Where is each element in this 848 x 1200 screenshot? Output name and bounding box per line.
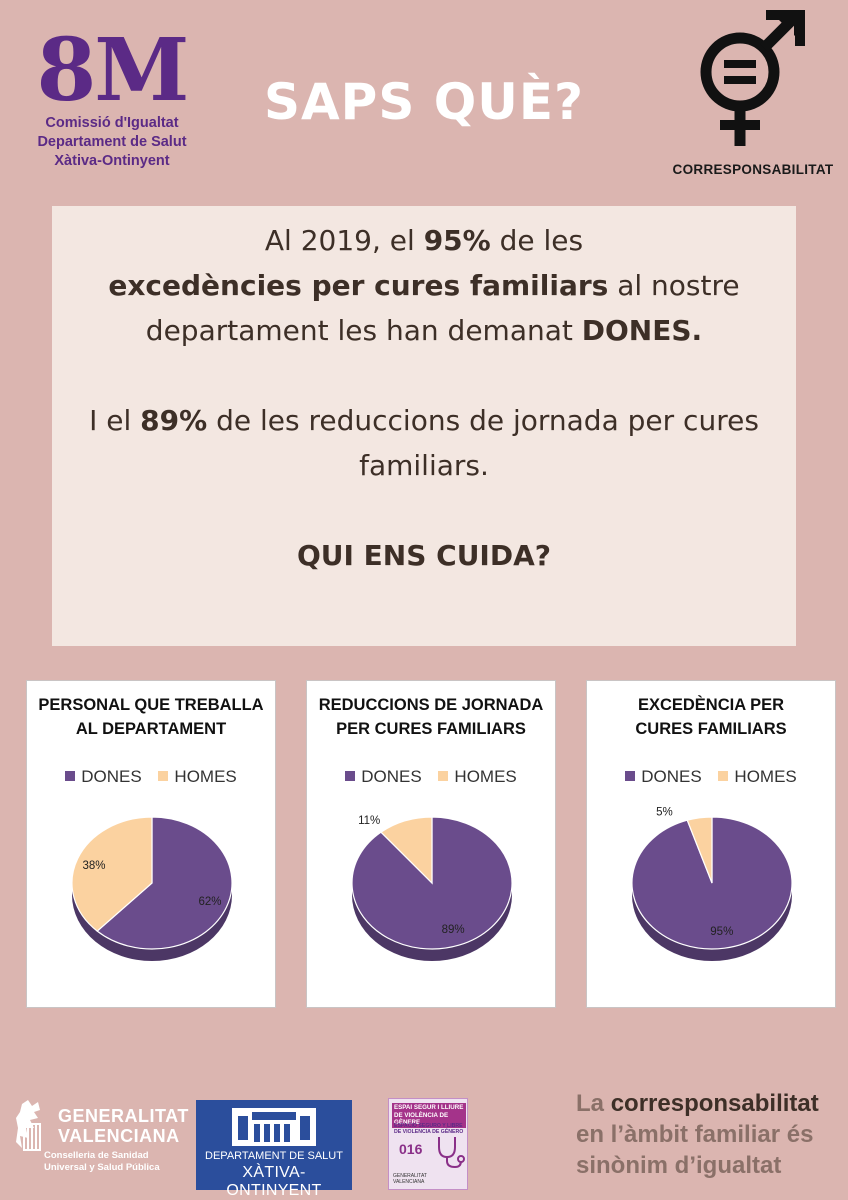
logo-8m-mark: 8M: [36, 20, 189, 121]
info-question: QUI ENS CUIDA?: [52, 533, 796, 578]
logo-line-3: Xàtiva-Ontinyent: [54, 153, 170, 169]
generalitat-subtitle: Conselleria de Sanidad Universal y Salud…: [44, 1150, 194, 1174]
departament-line-1: DEPARTAMENT DE SALUT: [205, 1150, 343, 1162]
legend-item-homes: HOMES: [718, 767, 797, 786]
info-highlight: 89%: [140, 404, 208, 437]
generalitat-subtitle-line: Conselleria de Sanidad: [44, 1150, 149, 1161]
espai-segur-footer: GENERALITAT VALENCIANA: [393, 1173, 427, 1185]
espai-segur-subtitle: ESPACIO SEGURO Y LIBRE DE VIOLENCIA DE G…: [394, 1123, 464, 1136]
pie-label: 89%: [442, 924, 465, 936]
pie-slice-homes: [380, 816, 433, 885]
legend-item-dones: DONES: [345, 767, 422, 786]
pie-slice-homes: [71, 816, 153, 932]
info-highlight: DONES.: [581, 314, 703, 347]
helpline-number: 016: [399, 1141, 423, 1157]
info-highlight: excedències per cures familiars: [108, 269, 609, 302]
info-highlight: 95%: [423, 224, 491, 257]
legend-swatch-homes: [158, 771, 169, 781]
espai-segur-footer-line: GENERALITAT: [393, 1173, 427, 1179]
espai-segur-title: ESPAI SEGUR I LLIURE DE VIOLÈNCIA DE GÈN…: [392, 1103, 466, 1128]
page-title: SAPS QUÈ?: [263, 73, 585, 131]
chart-legend: DONES HOMES: [587, 767, 835, 787]
departament-line-2: XÀTIVA-ONTINYENT: [226, 1164, 322, 1199]
info-paragraph-2: I el 89% de les reduccions de jornada pe…: [52, 398, 796, 488]
info-box: Al 2019, el 95% de les excedències per c…: [52, 206, 796, 646]
espai-segur-footer-line: VALENCIANA: [393, 1179, 425, 1185]
info-text: Al 2019, el: [264, 224, 424, 257]
generalitat-logo: GENERALITAT VALENCIANA Conselleria de Sa…: [14, 1098, 188, 1178]
gender-equality-icon: [700, 10, 805, 146]
tagline-text: en l’àmbit familiar és sinònim d’igualta…: [576, 1121, 814, 1179]
pie-chart: 62% 38%: [71, 816, 233, 961]
pie-label: 5%: [656, 806, 673, 818]
info-text: de les: [490, 224, 584, 257]
legend-swatch-homes: [438, 771, 449, 781]
legend-label: DONES: [361, 767, 422, 786]
generalitat-name: GENERALITAT VALENCIANA: [58, 1106, 189, 1146]
chart-title-line: EXCEDÈNCIA PER: [637, 696, 785, 714]
generalitat-crest-icon: [16, 1100, 41, 1151]
generalitat-subtitle-line: Universal y Salud Pública: [44, 1162, 160, 1173]
chart-title-line: REDUCCIONS DE JORNADA: [318, 696, 544, 714]
tagline-text: La: [576, 1090, 611, 1117]
pie-chart: 89% 11%: [351, 815, 513, 961]
pie-slice-dones: [96, 816, 233, 950]
chart-personal: PERSONAL QUE TREBALLA AL DEPARTAMENT DON…: [26, 680, 276, 1008]
logo-line-1: Comissió d'Igualtat: [45, 115, 179, 131]
legend-label: DONES: [641, 767, 702, 786]
legend-swatch-homes: [718, 771, 729, 781]
chart-title-line: AL DEPARTAMENT: [75, 720, 227, 738]
legend-item-dones: DONES: [625, 767, 702, 786]
legend-label: HOMES: [174, 767, 237, 786]
legend-item-homes: HOMES: [438, 767, 517, 786]
pie-chart: 95% 5%: [631, 806, 793, 961]
info-paragraph-1: Al 2019, el 95% de les excedències per c…: [52, 218, 796, 353]
departament-logo: DEPARTAMENT DE SALUT XÀTIVA-ONTINYENT: [196, 1100, 352, 1199]
chart-title: REDUCCIONS DE JORNADA PER CURES FAMILIAR…: [307, 693, 555, 741]
logo-line-2: Departament de Salut: [37, 134, 187, 150]
stethoscope-icon: [438, 1137, 465, 1169]
chart-title: PERSONAL QUE TREBALLA AL DEPARTAMENT: [27, 693, 275, 741]
legend-label: HOMES: [454, 767, 517, 786]
legend-item-homes: HOMES: [158, 767, 237, 786]
chart-title-line: PER CURES FAMILIARS: [336, 720, 526, 738]
chart-title-line: CURES FAMILIARS: [635, 720, 787, 738]
info-highlight: QUI ENS CUIDA?: [296, 539, 552, 572]
espai-segur-badge: ESPAI SEGUR I LLIURE DE VIOLÈNCIA DE GÈN…: [388, 1098, 468, 1190]
chart-excedencia: EXCEDÈNCIA PER CURES FAMILIARS DONES HOM…: [586, 680, 836, 1008]
legend-swatch-dones: [65, 771, 76, 781]
chart-reduccions: REDUCCIONS DE JORNADA PER CURES FAMILIAR…: [306, 680, 556, 1008]
chart-title-line: PERSONAL QUE TREBALLA: [38, 696, 264, 714]
pie-label: 38%: [82, 860, 105, 872]
chart-title: EXCEDÈNCIA PER CURES FAMILIARS: [587, 693, 835, 741]
legend-item-dones: DONES: [65, 767, 142, 786]
info-text: de les reduccions de jornada per cures f…: [207, 404, 759, 482]
generalitat-name-line: VALENCIANA: [58, 1126, 180, 1146]
chart-legend: DONES HOMES: [27, 767, 275, 787]
logo-8m: 8M Comissió d'Igualtat Departament de Sa…: [14, 28, 210, 171]
pie-label: 95%: [710, 926, 733, 938]
pie-label: 62%: [198, 896, 221, 908]
pie-slice-homes: [686, 816, 713, 884]
symbol-label: CORRESPONSABILITAT: [672, 162, 834, 177]
info-text: I el: [89, 404, 141, 437]
info-text: al nostre departament les han demanat: [145, 269, 740, 347]
pie-label: 11%: [358, 815, 380, 827]
legend-swatch-dones: [625, 771, 636, 781]
legend-swatch-dones: [345, 771, 356, 781]
building-icon: [232, 1108, 316, 1146]
legend-label: DONES: [81, 767, 142, 786]
legend-label: HOMES: [734, 767, 797, 786]
tagline-highlight: corresponsabilitat: [610, 1090, 819, 1117]
chart-legend: DONES HOMES: [307, 767, 555, 787]
tagline: La corresponsabilitat en l’àmbit familia…: [576, 1088, 838, 1181]
generalitat-name-line: GENERALITAT: [58, 1106, 189, 1126]
